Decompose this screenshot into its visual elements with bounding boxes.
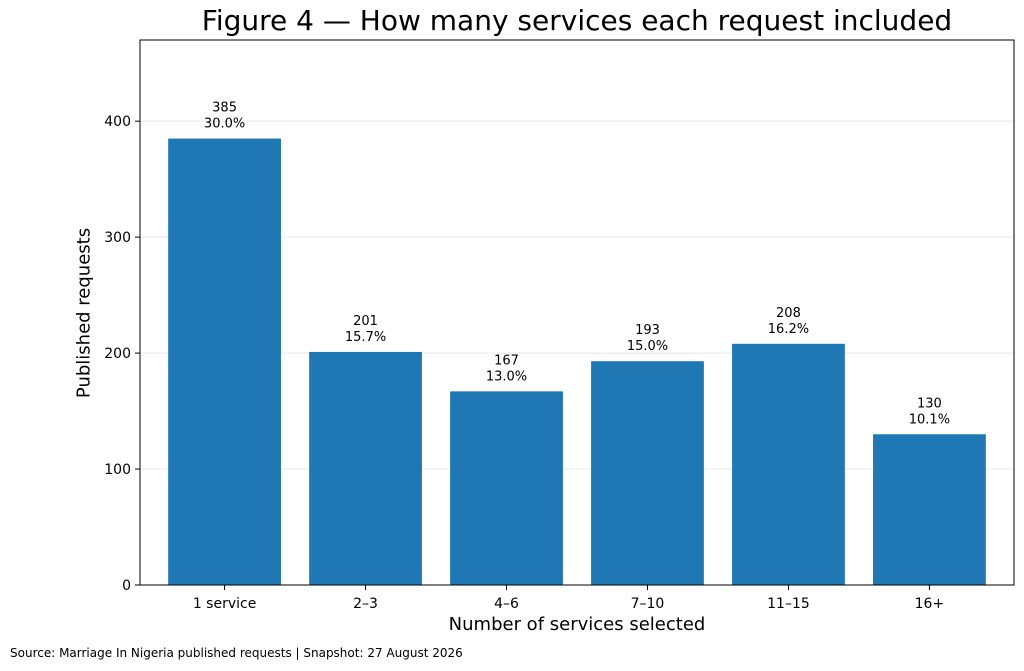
y-tick-label: 400 — [104, 114, 131, 130]
bar — [168, 138, 281, 585]
bar-percent-label: 15.7% — [345, 330, 386, 345]
y-tick-label: 100 — [104, 462, 131, 478]
bar — [591, 361, 704, 585]
bar-value-label: 167 — [494, 353, 519, 368]
bar-percent-label: 10.1% — [909, 412, 950, 427]
bar-percent-label: 16.2% — [768, 322, 809, 337]
x-tick-label: 2–3 — [353, 596, 378, 612]
bar-percent-label: 15.0% — [627, 339, 668, 354]
bar-percent-label: 30.0% — [204, 117, 245, 132]
gridlines — [140, 120, 1014, 470]
bar-value-label: 208 — [776, 306, 801, 321]
y-axis-label: Published requests — [73, 227, 95, 399]
x-tick-label: 4–6 — [494, 596, 519, 612]
bars — [168, 138, 986, 585]
bar — [873, 434, 986, 585]
x-tick-label: 7–10 — [631, 596, 665, 612]
y-tick-label: 200 — [104, 346, 131, 362]
axes: 0 100 200 300 400 1 service 2–3 4–6 7–10 11–15 16+ — [104, 39, 1015, 612]
source-note: Source: Marriage In Nigeria published re… — [10, 646, 463, 660]
bar-value-label: 130 — [917, 396, 942, 411]
bar-value-label: 193 — [635, 323, 660, 338]
x-tick-label: 11–15 — [767, 596, 810, 612]
bar-value-label: 385 — [212, 101, 237, 116]
plot-frame — [139, 39, 1015, 586]
x-tick-label: 1 service — [193, 596, 257, 612]
y-tick-label: 0 — [122, 578, 131, 594]
chart-title: Figure 4 — How many services each reques… — [201, 4, 953, 37]
bar — [450, 391, 563, 585]
y-tick-label: 300 — [104, 230, 131, 246]
bar — [732, 343, 845, 585]
x-axis-label: Number of services selected — [448, 614, 706, 635]
x-tick-label: 16+ — [915, 596, 945, 612]
bar-value-label: 201 — [353, 314, 378, 329]
bar-percent-label: 13.0% — [486, 369, 527, 384]
bar — [309, 351, 422, 585]
